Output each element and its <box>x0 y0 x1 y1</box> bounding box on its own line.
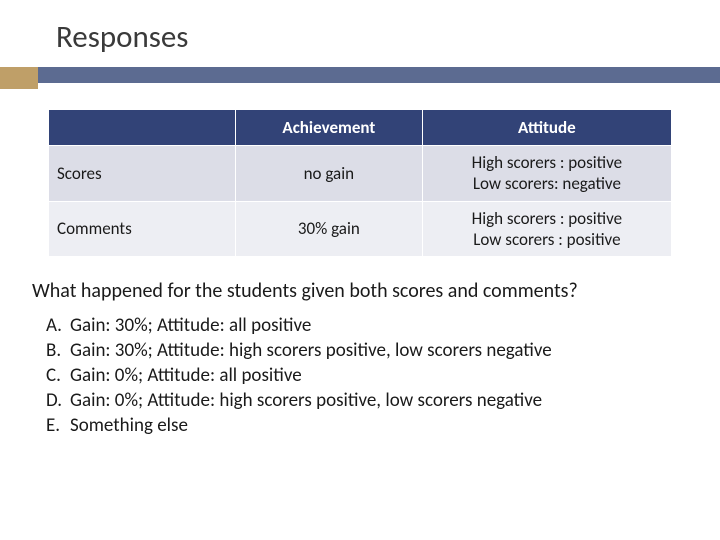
row-label-scores: Scores <box>49 146 236 202</box>
header-achievement: Achievement <box>235 110 422 146</box>
cell-scores-achievement: no gain <box>235 146 422 202</box>
attitude-line: High scorers : positive <box>433 208 661 229</box>
cell-scores-attitude: High scorers : positive Low scorers: neg… <box>422 146 671 202</box>
title-divider <box>0 67 720 83</box>
responses-table: Achievement Attitude Scores no gain High… <box>48 109 672 257</box>
slide-title: Responses <box>0 0 720 64</box>
option-text: Gain: 30%; Attitude: all positive <box>70 313 311 338</box>
answer-options: A. Gain: 30%; Attitude: all positive B. … <box>46 313 720 438</box>
responses-table-container: Achievement Attitude Scores no gain High… <box>48 109 672 257</box>
option-text: Something else <box>70 413 188 438</box>
table-row: Scores no gain High scorers : positive L… <box>49 146 672 202</box>
attitude-line: High scorers : positive <box>433 152 661 173</box>
row-label-comments: Comments <box>49 201 236 257</box>
option-d: D. Gain: 0%; Attitude: high scorers posi… <box>46 388 720 413</box>
attitude-line: Low scorers: negative <box>433 173 661 194</box>
option-text: Gain: 0%; Attitude: all positive <box>70 363 302 388</box>
table-row: Comments 30% gain High scorers : positiv… <box>49 201 672 257</box>
table-header-row: Achievement Attitude <box>49 110 672 146</box>
option-e: E. Something else <box>46 413 720 438</box>
option-label: A. <box>46 313 70 338</box>
option-c: C. Gain: 0%; Attitude: all positive <box>46 363 720 388</box>
attitude-line: Low scorers : positive <box>433 229 661 250</box>
option-b: B. Gain: 30%; Attitude: high scorers pos… <box>46 338 720 363</box>
horizontal-stripe <box>0 67 720 83</box>
option-a: A. Gain: 30%; Attitude: all positive <box>46 313 720 338</box>
option-label: C. <box>46 363 70 388</box>
option-label: E. <box>46 413 70 438</box>
accent-block <box>0 67 38 89</box>
cell-comments-achievement: 30% gain <box>235 201 422 257</box>
cell-comments-attitude: High scorers : positive Low scorers : po… <box>422 201 671 257</box>
option-text: Gain: 0%; Attitude: high scorers positiv… <box>70 388 542 413</box>
header-attitude: Attitude <box>422 110 671 146</box>
option-label: D. <box>46 388 70 413</box>
option-text: Gain: 30%; Attitude: high scorers positi… <box>70 338 552 363</box>
question-text: What happened for the students given bot… <box>32 279 688 303</box>
header-blank <box>49 110 236 146</box>
option-label: B. <box>46 338 70 363</box>
